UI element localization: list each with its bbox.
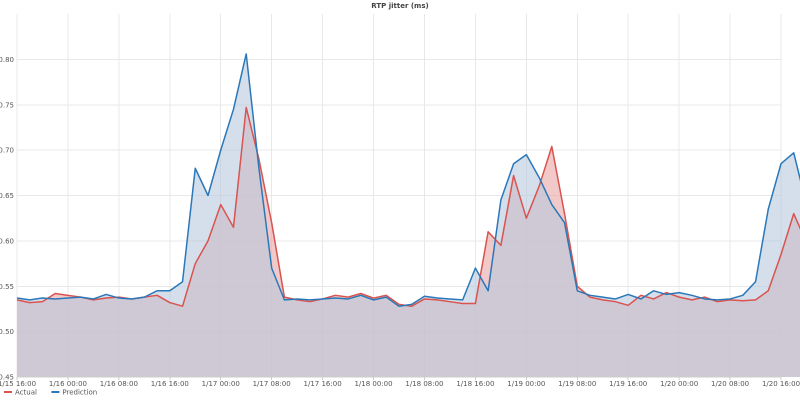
x-tick-label: 1/19 08:00 <box>558 380 596 388</box>
axis-layer: 0.45 0.50 0.55 0.60 0.65 0.70 0.75 0.80 1/15 16:… <box>0 56 800 388</box>
x-tick-label: 1/18 08:00 <box>405 380 443 388</box>
x-tick-label: 1/20 16:00 <box>762 380 800 388</box>
y-tick-label: 0.55 <box>0 283 14 291</box>
x-tick-label: 1/16 00:00 <box>49 380 87 388</box>
y-tick-label: 0.45 <box>0 374 14 382</box>
series-line-actual <box>16 106 800 307</box>
line-layer <box>16 53 800 307</box>
series-line-prediction <box>16 53 800 307</box>
x-tick-label: 1/18 00:00 <box>354 380 392 388</box>
x-tick-label: 1/20 08:00 <box>711 380 749 388</box>
y-tick-label: 0.80 <box>0 56 14 64</box>
x-tick-label: 1/17 16:00 <box>304 380 342 388</box>
legend-label-prediction: Prediction <box>62 389 97 397</box>
y-tick-label: 0.75 <box>0 101 14 109</box>
y-tick-label: 0.65 <box>0 192 14 200</box>
y-tick-label: 0.50 <box>0 328 14 336</box>
x-tick-label: 1/15 16:00 <box>0 380 36 388</box>
x-tick-label: 1/17 00:00 <box>202 380 240 388</box>
y-tick-label: 0.70 <box>0 147 14 155</box>
x-tick-label: 1/19 00:00 <box>507 380 545 388</box>
x-tick-label: 1/18 16:00 <box>456 380 494 388</box>
legend-label-actual: Actual <box>15 389 37 397</box>
x-tick-label: 1/17 08:00 <box>253 380 291 388</box>
x-tick-label: 1/16 08:00 <box>100 380 138 388</box>
series-area-prediction <box>17 53 800 377</box>
chart-title: RTP jitter (ms) <box>371 2 428 10</box>
y-tick-label: 0.60 <box>0 237 14 245</box>
legend: Actual Prediction <box>4 389 97 397</box>
x-tick-label: 1/19 16:00 <box>609 380 647 388</box>
x-tick-label: 1/20 00:00 <box>660 380 698 388</box>
x-tick-label: 1/16 16:00 <box>151 380 189 388</box>
area-layer <box>17 53 800 377</box>
